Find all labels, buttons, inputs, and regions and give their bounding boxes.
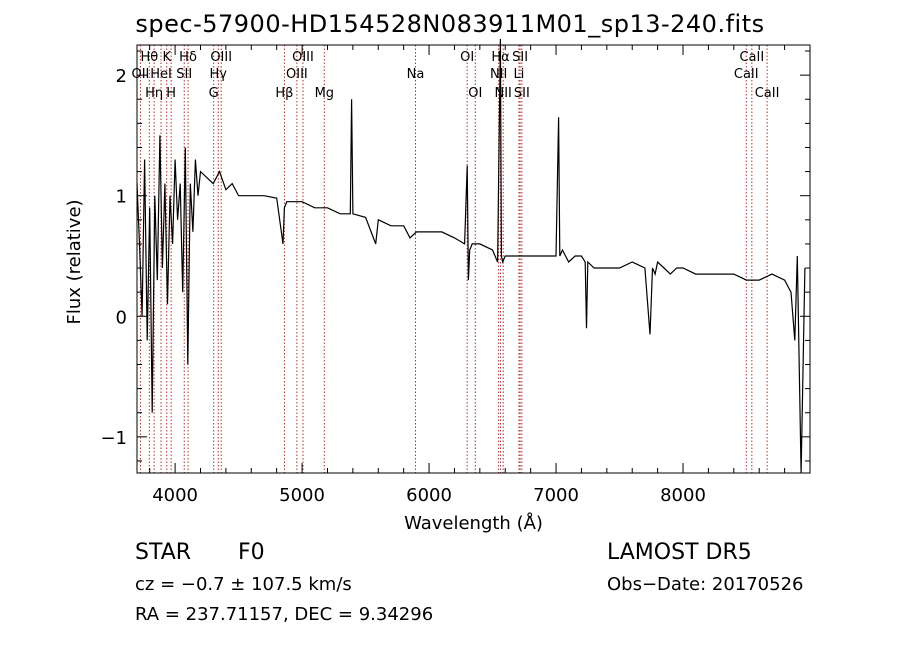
spectral-line-label: OIII — [286, 67, 308, 82]
spectrum-line — [136, 38, 806, 474]
plot-frame — [136, 44, 811, 474]
spectral-line-label: H — [166, 86, 176, 101]
spectral-line-label: SII — [512, 50, 528, 65]
y-tick-label: 2 — [116, 66, 127, 87]
object-subclass: F0 — [238, 540, 265, 565]
object-type: STAR — [135, 540, 192, 565]
spectral-line-label: OI — [468, 86, 482, 101]
y-axis-label: Flux (relative) — [64, 199, 85, 324]
observation-date: Obs−Date: 20170526 — [607, 574, 804, 595]
x-tick-label: 8000 — [660, 485, 706, 506]
spectral-line-labels: Hθ OII Hη HeI K H Hδ SII OIII Hγ G Hβ OIII OIII Mg Na OI… — [131, 50, 779, 101]
spectral-line-label: Mg — [315, 86, 334, 101]
spectral-line-label: OII — [131, 67, 149, 82]
x-tick-label: 7000 — [533, 485, 579, 506]
spectral-line-label: K — [162, 50, 171, 65]
survey-name: LAMOST DR5 — [607, 540, 752, 565]
redshift-velocity: cz = −0.7 ± 107.5 km/s — [135, 574, 352, 595]
spectral-line-label: CaII — [739, 50, 764, 65]
spectral-line-label: OIII — [210, 50, 232, 65]
spectral-line-label: OI — [460, 50, 474, 65]
coordinates: RA = 237.71157, DEC = 9.34296 — [135, 604, 434, 625]
chart-title: spec-57900-HD154528N083911M01_sp13-240.f… — [135, 10, 765, 38]
spectral-line-label: SII — [176, 67, 192, 82]
spectral-line-label: Hδ — [179, 50, 197, 65]
spectral-line-label: Na — [407, 67, 425, 82]
axes: 4000 5000 6000 7000 8000 −1 0 1 2 — [100, 45, 810, 506]
x-axis-label: Wavelength (Å) — [404, 512, 543, 534]
spectral-line-label: Hα — [491, 50, 509, 65]
spectral-line-label: Hγ — [210, 67, 228, 82]
y-tick-label: 1 — [116, 187, 127, 208]
y-tick-label: −1 — [100, 428, 127, 449]
spectral-line-label: Hη — [145, 86, 163, 101]
spectral-line-label: CaII — [755, 86, 780, 101]
spectral-line-label: Hθ — [140, 50, 158, 65]
x-tick-label: 6000 — [406, 485, 452, 506]
spectral-line-label: Li — [514, 67, 525, 82]
spectral-line-guides — [139, 45, 768, 473]
x-tick-label: 4000 — [152, 485, 198, 506]
spectral-line-label: NII — [495, 86, 512, 101]
spectral-line-label: Hβ — [275, 86, 293, 101]
spectral-line-label: OIII — [292, 50, 314, 65]
spectral-line-label: NII — [490, 67, 507, 82]
spectral-line-label: HeI — [150, 67, 172, 82]
spectral-line-label: SII — [514, 86, 530, 101]
spectral-line-label: CaII — [734, 67, 759, 82]
spectral-line-label: G — [209, 86, 219, 101]
y-tick-label: 0 — [116, 307, 127, 328]
x-tick-label: 5000 — [279, 485, 325, 506]
